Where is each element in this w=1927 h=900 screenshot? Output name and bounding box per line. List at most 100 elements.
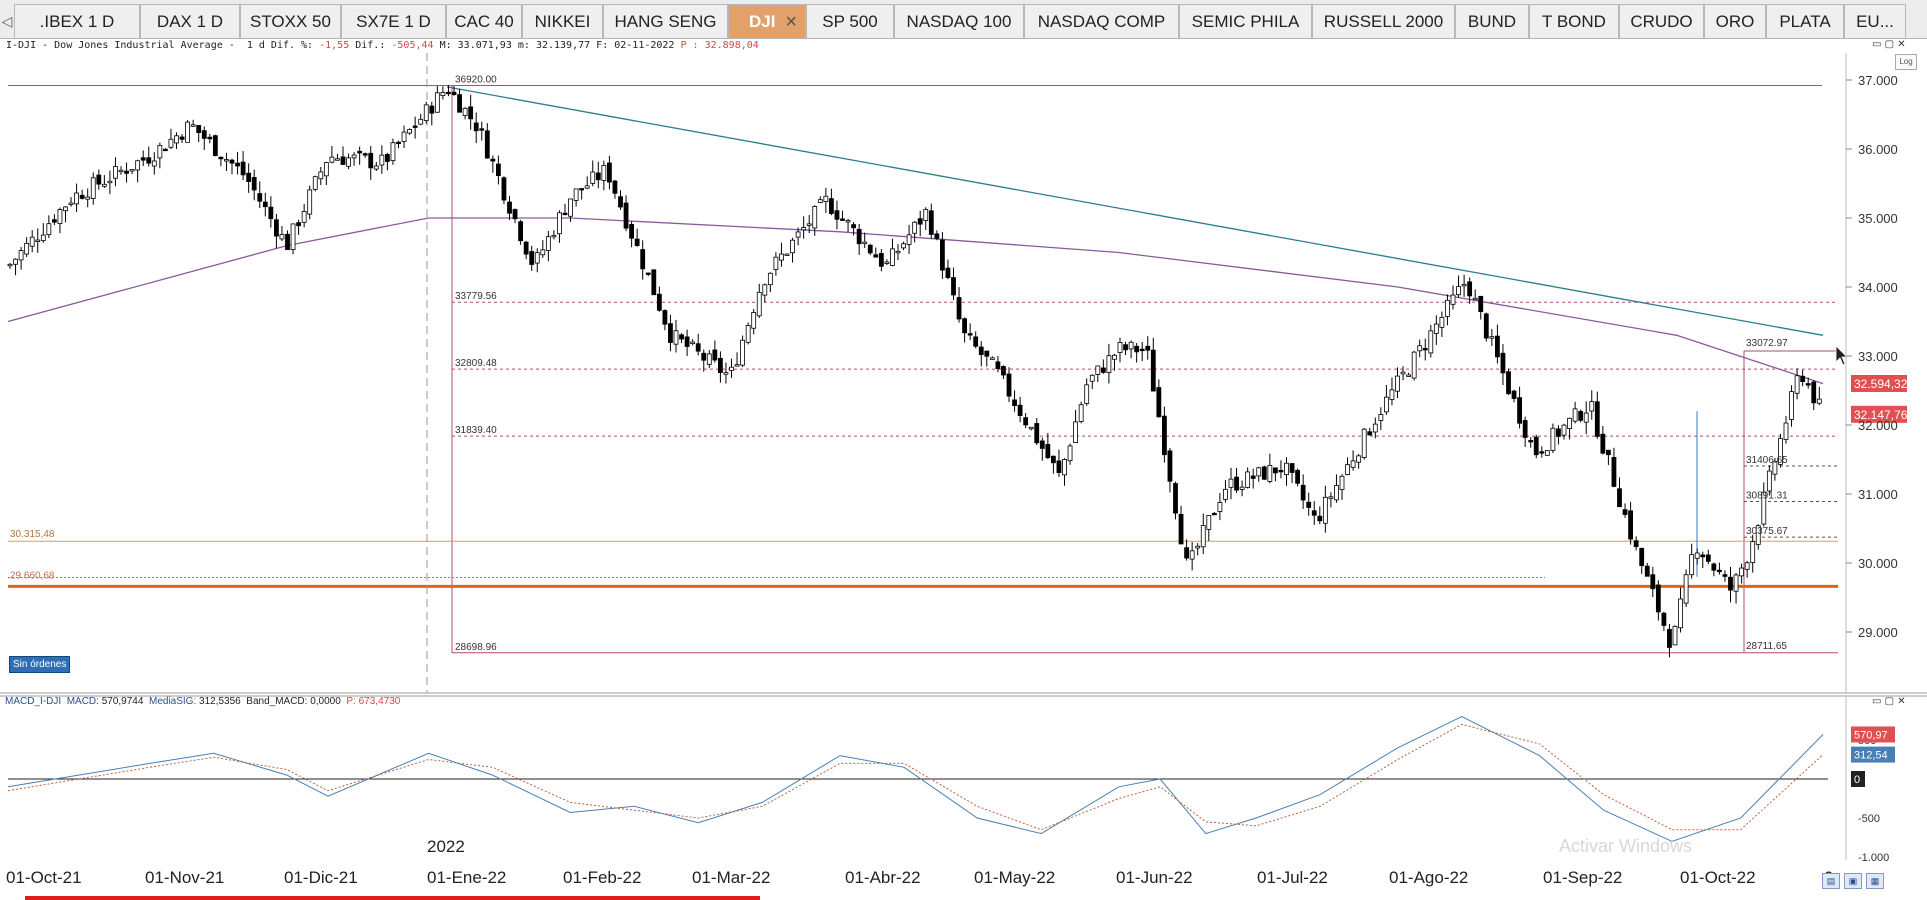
- tab-dji[interactable]: DJI ×: [728, 4, 806, 38]
- candle-up: [346, 157, 351, 167]
- candle-down: [473, 122, 479, 132]
- fib-level-label: 28698.96: [455, 642, 497, 653]
- price-axis-label: 30.000: [1858, 556, 1898, 571]
- price-axis-label: 31.000: [1858, 487, 1898, 502]
- candle-up: [823, 195, 829, 202]
- log-scale-button[interactable]: Log: [1895, 54, 1917, 70]
- candle-down: [1261, 466, 1267, 480]
- tab-oro[interactable]: ORO: [1704, 4, 1766, 38]
- tab-crudo[interactable]: CRUDO: [1619, 4, 1704, 38]
- dif-label: Dif.:: [355, 40, 386, 51]
- candle-up: [923, 209, 929, 221]
- candle-down: [1506, 371, 1511, 395]
- candle-up: [1062, 459, 1067, 476]
- close-icon[interactable]: ✕: [1897, 39, 1906, 50]
- candle-down: [1800, 375, 1806, 383]
- time-scrollbar[interactable]: [25, 896, 760, 900]
- tab-russell2000[interactable]: RUSSELL 2000: [1312, 4, 1455, 38]
- candle-down: [656, 293, 662, 311]
- time-axis-label: 01-Feb-22: [563, 868, 642, 887]
- candle-down: [235, 162, 240, 167]
- candle-up: [1028, 426, 1034, 430]
- candle-up: [174, 135, 179, 144]
- candle-up: [1544, 450, 1550, 456]
- candle-up: [74, 192, 79, 205]
- candle-down: [1594, 401, 1600, 437]
- candle-up: [63, 206, 68, 212]
- activation-watermark: Activar Windows: [1559, 836, 1693, 856]
- chart-info-line: I-DJI - Dow Jones Industrial Average - 1…: [6, 39, 759, 53]
- candle-up: [845, 220, 851, 223]
- candle-up: [57, 209, 63, 224]
- close-icon[interactable]: ✕: [1897, 696, 1906, 707]
- maximize-icon[interactable]: ▢: [1884, 39, 1895, 50]
- tab-bund[interactable]: BUND: [1455, 4, 1529, 38]
- candle-up: [1672, 625, 1678, 646]
- candle-down: [1650, 574, 1656, 590]
- tab-eu[interactable]: EU...: [1844, 4, 1906, 38]
- candle-up: [568, 198, 573, 217]
- macd-last-text: 570,97: [1854, 729, 1888, 741]
- candle-down: [262, 201, 268, 208]
- candle-up: [135, 160, 141, 171]
- candle-down: [640, 249, 646, 270]
- bottom-toolbar: ▤ ▣ ▦: [1822, 871, 1888, 889]
- candle-up: [1378, 414, 1384, 421]
- price-value: 32.898,04: [704, 40, 759, 51]
- chart-type-icon[interactable]: ▤: [1822, 873, 1840, 889]
- tab-label: NASDAQ 100: [906, 12, 1012, 31]
- candle-down: [1728, 576, 1733, 591]
- tab-sp500[interactable]: SP 500: [806, 4, 894, 38]
- maximize-icon[interactable]: ▢: [1884, 696, 1895, 707]
- minimize-icon[interactable]: ▭: [1872, 39, 1882, 50]
- candle-down: [512, 209, 518, 220]
- band-label: Band_MACD:: [246, 696, 308, 707]
- price-axis-label: 29.000: [1858, 625, 1898, 640]
- tab-ibex[interactable]: .IBEX 1 D: [14, 4, 140, 38]
- downtrend-line: [446, 86, 1824, 336]
- price-label: P :: [680, 40, 699, 51]
- candle-up: [318, 171, 324, 180]
- tab-nasdaq100[interactable]: NASDAQ 100: [894, 4, 1024, 38]
- tab-label: SP 500: [822, 12, 878, 31]
- candle-up: [301, 211, 307, 223]
- min-value: 32.139,77: [535, 40, 591, 51]
- candle-up: [779, 253, 784, 261]
- candle-down: [457, 94, 462, 113]
- tab-sx7e[interactable]: SX7E 1 D: [341, 4, 446, 38]
- candle-up: [1733, 574, 1739, 592]
- close-icon[interactable]: ×: [785, 11, 797, 33]
- candle-down: [285, 233, 290, 251]
- candle-down: [1478, 295, 1484, 313]
- tab-semic-phila[interactable]: SEMIC PHILA: [1179, 4, 1312, 38]
- candle-down: [851, 224, 856, 229]
- orders-badge[interactable]: Sin órdenes: [9, 656, 71, 673]
- candle-down: [1539, 451, 1545, 454]
- tab-dax[interactable]: DAX 1 D: [140, 4, 240, 38]
- candle-down: [1023, 417, 1029, 426]
- candle-down: [645, 272, 651, 275]
- candle-down: [1278, 469, 1284, 473]
- tab-hang-seng[interactable]: HANG SENG: [603, 4, 728, 38]
- candle-up: [1078, 404, 1084, 422]
- tab-label: DJI: [749, 12, 776, 31]
- candle-up: [151, 160, 157, 167]
- chevron-left-icon[interactable]: ◁: [1, 13, 13, 29]
- minimize-icon[interactable]: ▭: [1872, 696, 1882, 707]
- tab-cac40[interactable]: CAC 40: [446, 4, 522, 38]
- candle-up: [279, 234, 285, 240]
- candle-up: [290, 223, 296, 250]
- tab-tbond[interactable]: T BOND: [1529, 4, 1619, 38]
- candle-down: [1467, 281, 1473, 297]
- save-icon[interactable]: ▣: [1844, 873, 1862, 889]
- candle-down: [1422, 348, 1428, 351]
- candle-down: [179, 136, 185, 140]
- tab-plata[interactable]: PLATA: [1766, 4, 1844, 38]
- tab-nikkei[interactable]: NIKKEI: [522, 4, 603, 38]
- tab-nasdaq-comp[interactable]: NASDAQ COMP: [1024, 4, 1179, 38]
- tab-label: .IBEX 1 D: [39, 12, 115, 31]
- candle-up: [812, 206, 818, 229]
- print-icon[interactable]: ▦: [1866, 873, 1884, 889]
- tab-stoxx50[interactable]: STOXX 50: [240, 4, 341, 38]
- candle-up: [1761, 491, 1767, 525]
